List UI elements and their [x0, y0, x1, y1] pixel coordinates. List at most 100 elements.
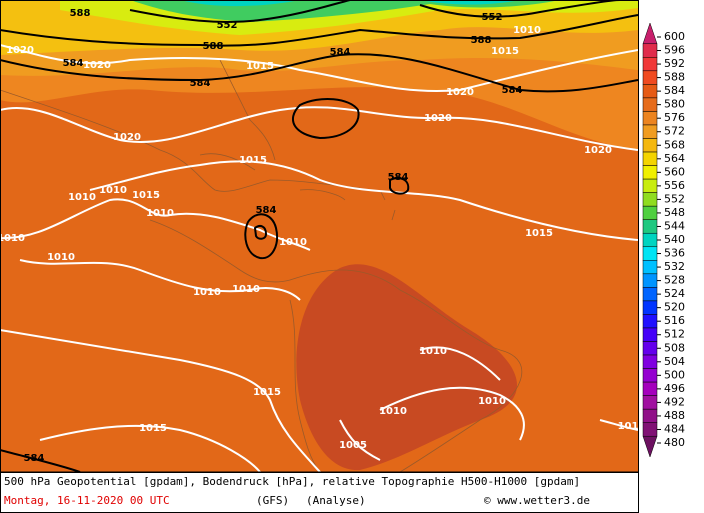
colorbar-label: 496	[664, 382, 685, 395]
colorbar-swatch	[642, 138, 658, 153]
isobar-label: 1010	[47, 252, 75, 263]
isobar-label: 1010	[419, 346, 447, 357]
isobar-label: 1020	[424, 113, 452, 124]
colorbar-swatch	[642, 84, 658, 99]
colorbar-swatch	[642, 219, 658, 234]
geopotential-label: 588	[471, 35, 492, 46]
geopotential-label: 584	[502, 85, 523, 96]
isobar-label: 1010	[99, 185, 127, 196]
colorbar-label: 596	[664, 44, 685, 57]
colorbar-label: 556	[664, 179, 685, 192]
isobar-label: 1015	[246, 61, 274, 72]
geopotential-label: 584	[63, 58, 84, 69]
colorbar-label: 528	[664, 274, 685, 287]
colorbar-label: 592	[664, 57, 685, 70]
colorbar-swatch	[642, 70, 658, 85]
footer-description: 500 hPa Geopotential [gpdam], Bodendruck…	[4, 475, 580, 488]
colorbar-swatch	[642, 354, 658, 369]
colorbar-label: 488	[664, 409, 685, 422]
colorbar-label: 492	[664, 395, 685, 408]
colorbar-swatch	[642, 57, 658, 72]
colorbar-swatch	[642, 260, 658, 275]
colorbar-label: 532	[664, 260, 685, 273]
isobar-label: 1015	[253, 387, 281, 398]
isobar-label: 1015	[491, 46, 519, 57]
isobar-label: 1010	[379, 406, 407, 417]
colorbar-label: 536	[664, 247, 685, 260]
contour-labels: 5885525525885885845845845845845845841020…	[0, 8, 638, 464]
colorbar-swatch	[642, 124, 658, 139]
colorbar-label: 520	[664, 301, 685, 314]
geopotential-label: 584	[388, 172, 409, 183]
colorbar: 6005965925885845805765725685645605565525…	[642, 22, 685, 458]
colorbar-swatch	[642, 151, 658, 166]
colorbar-swatch	[642, 381, 658, 396]
colorbar-swatch	[642, 192, 658, 207]
colorbar-swatch	[642, 97, 658, 112]
isobar-label: 1020	[113, 132, 141, 143]
colorbar-swatch	[642, 22, 658, 45]
isobar-label: 1005	[339, 440, 367, 451]
isobar-label: 1020	[6, 45, 34, 56]
isobar-label: 1010	[232, 284, 260, 295]
colorbar-label: 504	[664, 355, 685, 368]
colorbar-label: 512	[664, 328, 685, 341]
coastlines	[0, 59, 523, 473]
zone-584	[296, 264, 518, 471]
geopotential-label: 588	[203, 41, 224, 52]
colorbar-swatch	[642, 205, 658, 220]
geopotential-label: 552	[482, 12, 503, 23]
geopotential-label: 584	[24, 453, 45, 464]
geopotential-label: 584	[330, 47, 351, 58]
isobar-label: 1015	[139, 423, 167, 434]
isobar-label: 1010	[68, 192, 96, 203]
colorbar-label: 600	[664, 30, 685, 43]
colorbar-label: 584	[664, 84, 685, 97]
colorbar-label: 548	[664, 206, 685, 219]
colorbar-swatch	[642, 300, 658, 315]
isobar-label: 1015	[132, 190, 160, 201]
footer-run: (Analyse)	[306, 494, 366, 507]
geopotential-label: 584	[190, 78, 211, 89]
geopotential-lines	[0, 0, 639, 473]
colorbar-swatch	[642, 435, 658, 458]
geopotential-label: 588	[70, 8, 91, 19]
colorbar-swatch	[642, 178, 658, 193]
footer-source[interactable]: © www.wetter3.de	[484, 494, 590, 507]
colorbar-swatch	[642, 287, 658, 302]
colorbar-label: 484	[664, 422, 685, 435]
colorbar-swatch	[642, 43, 658, 58]
colorbar-label: 500	[664, 368, 685, 381]
colorbar-swatch	[642, 314, 658, 329]
footer-date: Montag, 16-11-2020 00 UTC	[4, 494, 170, 507]
colorbar-swatch	[642, 232, 658, 248]
isobar-label: 1010	[513, 25, 541, 36]
colorbar-label: 480	[664, 436, 685, 449]
colorbar-label: 572	[664, 125, 685, 138]
zone-540	[180, 0, 520, 7]
colorbar-swatch	[642, 246, 658, 261]
colorbar-swatch	[642, 422, 658, 437]
colorbar-label: 544	[664, 219, 685, 232]
isobar-label: 1010	[146, 208, 174, 219]
map: 5885525525885885845845845845845845841020…	[0, 0, 639, 473]
footer-model: (GFS)	[256, 494, 289, 507]
geopotential-label: 552	[217, 20, 238, 31]
isobar-label: 1020	[446, 87, 474, 98]
colorbar-swatch	[642, 368, 658, 383]
colorbar-swatch	[642, 395, 658, 410]
colorbar-swatch	[642, 341, 658, 356]
isobar-label: 1020	[83, 60, 111, 71]
colorbar-swatch	[642, 408, 658, 423]
isobar-label: 1010	[0, 233, 25, 244]
colorbar-swatch	[642, 273, 658, 288]
colorbar-swatch	[642, 111, 658, 126]
colorbar-label: 576	[664, 111, 685, 124]
colorbar-label: 588	[664, 71, 685, 84]
geopotential-label: 584	[256, 205, 277, 216]
isobar-label: 1015	[525, 228, 553, 239]
colorbar-label: 508	[664, 341, 685, 354]
colorbar-swatch	[642, 327, 658, 342]
colorbar-label: 564	[664, 152, 685, 165]
